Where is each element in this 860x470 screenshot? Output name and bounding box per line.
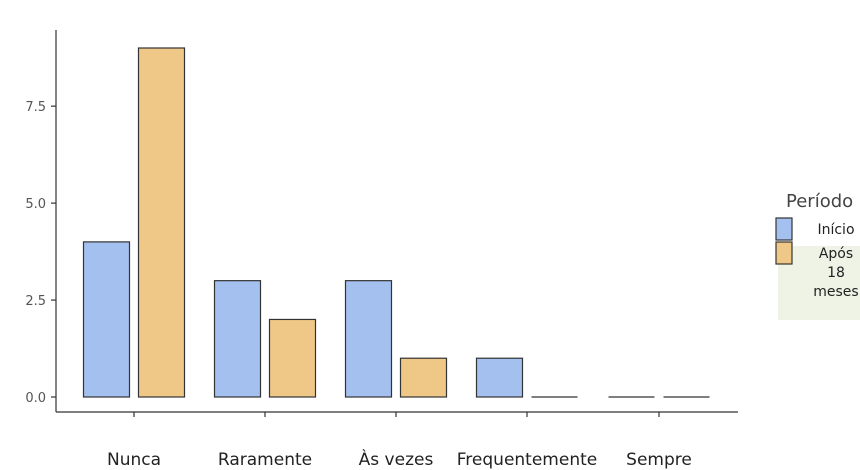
bar bbox=[475, 357, 524, 398]
x-tick-label: Nunca bbox=[107, 450, 161, 470]
bar bbox=[399, 357, 448, 398]
legend-entry: 18 bbox=[827, 265, 845, 281]
y-tick-label: 7.5 bbox=[25, 100, 46, 115]
y-tick-label: 0.0 bbox=[25, 391, 46, 406]
legend-entry: Após bbox=[819, 246, 853, 262]
bar bbox=[82, 241, 131, 398]
bar bbox=[268, 318, 317, 398]
bar bbox=[213, 280, 262, 398]
legend-swatch bbox=[775, 241, 793, 265]
legend-entry: meses bbox=[813, 284, 858, 300]
x-tick-label: Frequentemente bbox=[457, 450, 597, 470]
x-tick-label: Às vezes bbox=[359, 448, 434, 470]
y-tick-label: 5.0 bbox=[25, 197, 46, 212]
y-axis: 0.0 2.5 5.0 7.5 bbox=[25, 30, 57, 412]
x-tick-label: Sempre bbox=[626, 450, 692, 470]
x-tick-label: Raramente bbox=[218, 450, 312, 470]
bar bbox=[344, 280, 393, 398]
legend-swatch bbox=[775, 217, 793, 241]
x-axis: Nunca Raramente Às vezes Frequentemente Semp… bbox=[56, 411, 738, 470]
bar bbox=[137, 47, 186, 398]
legend-entry: Início bbox=[817, 222, 854, 238]
legend-title: Período bbox=[786, 191, 853, 212]
plot-area bbox=[82, 47, 710, 398]
y-tick-label: 2.5 bbox=[25, 294, 46, 309]
legend: Período Início Após 18 meses bbox=[775, 191, 860, 320]
